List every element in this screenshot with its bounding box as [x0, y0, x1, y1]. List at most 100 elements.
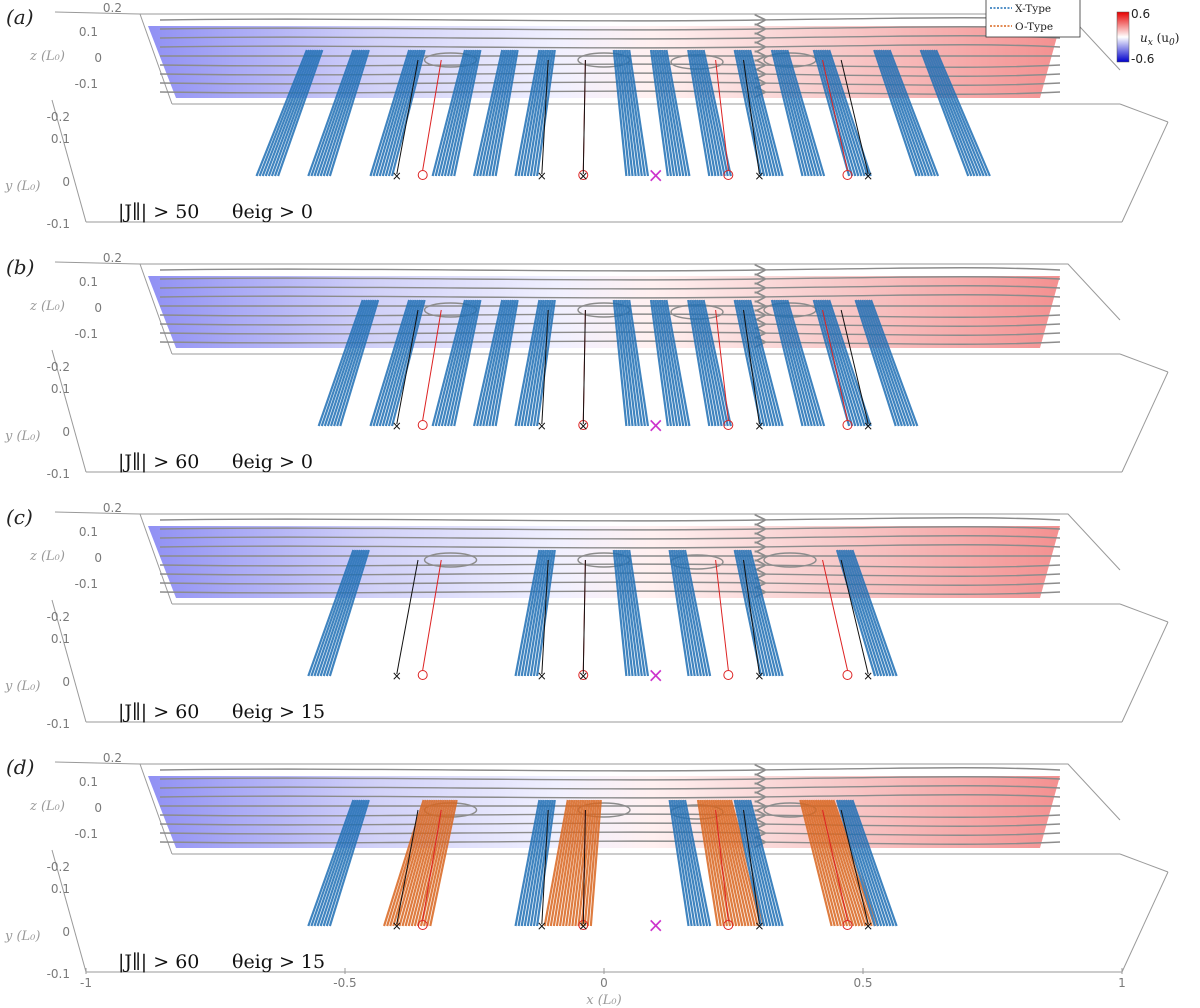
field-line	[816, 799, 858, 927]
x-tick-label: 0	[600, 976, 608, 990]
field-line	[617, 299, 634, 427]
field-line	[407, 799, 443, 927]
field-line	[413, 799, 447, 927]
field-line	[849, 799, 895, 927]
field-line	[784, 49, 823, 177]
field-line	[742, 549, 775, 677]
field-line	[488, 299, 515, 427]
panel-label: (b)	[6, 255, 34, 279]
o-point-line	[422, 559, 442, 671]
field-line	[683, 549, 712, 677]
field-line	[532, 549, 554, 677]
field-line	[549, 799, 574, 927]
panel-label: (d)	[6, 755, 34, 779]
field-line	[808, 799, 846, 927]
field-line	[714, 799, 744, 927]
x-point-line	[396, 559, 419, 675]
z-tick-label: 0.2	[103, 1, 122, 15]
field-line	[339, 299, 380, 427]
field-line	[333, 299, 375, 427]
field-line	[740, 799, 772, 927]
field-line	[879, 49, 927, 177]
o-point-line	[822, 559, 848, 671]
field-line	[589, 799, 602, 927]
o-point-marker	[417, 670, 428, 680]
field-line	[740, 49, 772, 177]
field-line	[821, 49, 863, 177]
field-line	[485, 49, 513, 177]
field-line	[329, 299, 373, 427]
field-line	[453, 49, 482, 177]
o-point-marker	[723, 170, 734, 180]
field-line	[744, 549, 778, 677]
streamlines	[159, 518, 1061, 595]
central-marker: ×	[647, 663, 664, 687]
field-line	[264, 49, 315, 177]
field-line	[679, 799, 706, 927]
field-line	[384, 299, 422, 427]
panel-c: × × × × × × (c) 0.2 0.1 0 -0.1 -0.2 0.1 0 -0.1 z (L₀) y …	[4, 501, 1169, 731]
field-line	[823, 49, 866, 177]
field-line	[875, 49, 921, 177]
z-tick-label: 0.1	[79, 525, 98, 539]
field-line	[476, 49, 506, 177]
field-line	[681, 799, 709, 927]
x-point-line	[743, 559, 760, 675]
field-line	[712, 799, 741, 927]
field-line	[799, 799, 833, 927]
z-tick-label: 0.1	[79, 25, 98, 39]
x-point-marker: ×	[537, 669, 547, 683]
field-line	[779, 299, 816, 427]
field-line	[395, 799, 434, 927]
o-point-marker	[842, 420, 853, 430]
field-line	[840, 799, 883, 927]
field-line	[740, 299, 772, 427]
field-line	[440, 299, 473, 427]
z-tick-label: 0.1	[79, 275, 98, 289]
field-line	[526, 799, 550, 927]
x-axis: -1 -0.5 0 0.5 1 x (L₀)	[80, 968, 1126, 1008]
field-line	[838, 549, 880, 677]
field-line	[325, 549, 368, 677]
legend-label-o-type: O-Type	[1015, 21, 1053, 33]
critical-points: × × × × × ×	[392, 59, 873, 187]
field-line	[718, 799, 750, 927]
field-line	[687, 49, 711, 177]
field-line	[805, 799, 842, 927]
field-line	[621, 299, 640, 427]
x-tick-label: 0.5	[853, 976, 872, 990]
field-line	[267, 49, 317, 177]
field-line	[786, 49, 826, 177]
o-point-line	[822, 809, 848, 921]
field-line	[619, 549, 637, 677]
field-line	[683, 799, 712, 927]
field-line	[520, 299, 545, 427]
field-line	[526, 299, 550, 427]
field-line	[479, 49, 508, 177]
field-line	[858, 299, 903, 427]
field-line	[935, 49, 991, 177]
field-line	[649, 49, 669, 177]
y-axis-label: y (L₀)	[4, 179, 40, 194]
o-point-marker	[417, 420, 428, 430]
field-line	[419, 799, 452, 927]
field-line	[555, 799, 578, 927]
x-point-marker: ×	[392, 169, 402, 183]
field-line	[386, 799, 427, 927]
field-line	[703, 799, 729, 927]
field-line	[325, 49, 368, 177]
field-line	[867, 299, 916, 427]
x-point-line	[840, 59, 869, 175]
condition-j: |J∥| > 60	[118, 451, 199, 473]
field-line	[691, 49, 717, 177]
field-line	[825, 299, 869, 427]
field-line	[721, 799, 753, 927]
field-line	[884, 49, 933, 177]
field-line	[568, 799, 587, 927]
field-line	[526, 549, 550, 677]
y-axis-label: y (L₀)	[4, 679, 40, 694]
field-line	[619, 49, 637, 177]
field-line	[520, 799, 545, 927]
field-line	[437, 49, 471, 177]
field-line	[446, 299, 478, 427]
